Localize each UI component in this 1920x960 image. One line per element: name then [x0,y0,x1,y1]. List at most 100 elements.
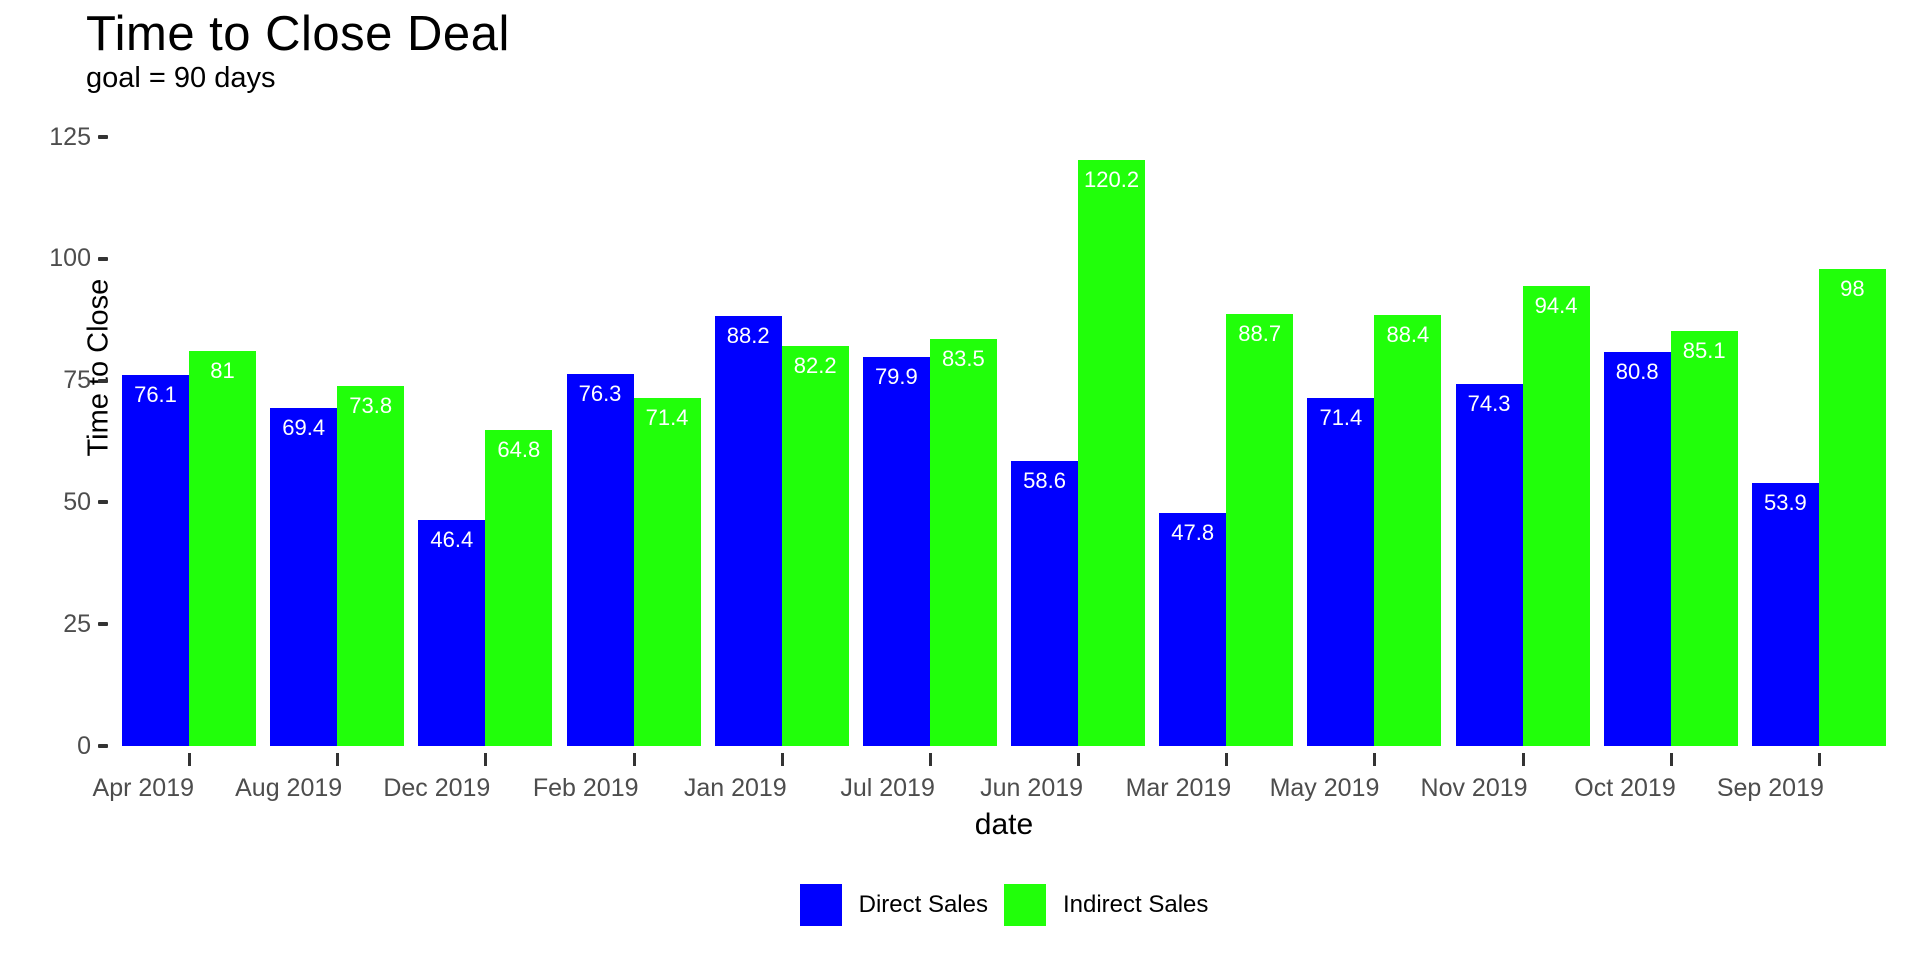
y-axis: 0 25 50 75 100 125 [0,123,122,760]
bar-value-label: 58.6 [1023,467,1066,493]
bar-value-label: 88.4 [1386,322,1430,348]
bar-indirect-sales: 81 [189,351,256,746]
legend-swatch-indirect-sales [1003,884,1046,926]
bar-group: 58.6 120.2 Jun 2019 [980,137,1146,802]
bar-group: 74.3 94.4 Nov 2019 [1421,137,1590,802]
x-tick-label: Mar 2019 [1125,774,1232,802]
bar-group: 46.4 64.8 Dec 2019 [383,137,553,802]
legend-swatch-direct-sales [799,884,842,926]
legend-item-indirect-sales: Indirect Sales [1003,884,1209,926]
y-tick [98,622,108,627]
bar-direct-sales: 79.9 [862,356,930,746]
bar-value-label: 79.9 [874,363,918,389]
bar-group: 69.4 73.8 Aug 2019 [235,137,405,802]
legend-label: Indirect Sales [1062,891,1209,918]
legend-label: Direct Sales [858,891,988,918]
bar-indirect-sales: 85.1 [1670,331,1738,746]
bar-value-label: 74.3 [1467,391,1511,417]
bar-direct-sales: 74.3 [1455,384,1523,746]
bar-indirect-sales: 64.8 [485,430,553,746]
chart-title: Time to Close Deal [86,7,510,61]
bar-value-label: 94.4 [1534,293,1578,319]
x-tick [928,753,932,766]
x-tick-label: Sep 2019 [1716,774,1824,802]
x-tick [188,753,191,766]
bar-direct-sales: 47.8 [1159,513,1227,746]
x-tick-label: Aug 2019 [235,774,343,802]
legend: Direct Sales Indirect Sales [122,884,1886,926]
x-tick [484,753,488,766]
bar-indirect-sales: 98 [1818,268,1886,746]
bar-value-label: 85.1 [1682,338,1726,364]
bar-value-label: 88.7 [1238,320,1282,346]
x-tick [780,753,784,766]
bar-value-label: 88.2 [726,323,770,349]
bar-indirect-sales: 83.5 [929,339,997,746]
bar-group: 79.9 83.5 Jul 2019 [840,137,997,802]
bar-direct-sales: 80.8 [1603,352,1671,746]
bar-value-label: 47.8 [1171,520,1215,546]
bar-value-label: 76.1 [134,382,177,408]
bar-indirect-sales: 120.2 [1078,160,1146,746]
bar-value-label: 83.5 [941,346,985,372]
bar-indirect-sales: 88.4 [1374,315,1442,746]
bar-value-label: 69.4 [282,414,326,440]
bar-group: 47.8 88.7 Mar 2019 [1126,137,1294,802]
bar-direct-sales: 69.4 [270,407,338,746]
y-tick-label: 25 [63,609,91,638]
bar-group: 53.9 98 Sep 2019 [1717,137,1886,802]
x-axis-title: date [974,808,1034,841]
y-tick-row: 75 [41,366,108,395]
x-tick-label: Nov 2019 [1420,774,1528,802]
bar-direct-sales: 46.4 [418,519,486,746]
x-tick-label: Feb 2019 [532,774,639,802]
y-tick-row: 125 [41,123,108,151]
bar-direct-sales: 88.2 [714,316,782,746]
x-tick-label: Jul 2019 [840,774,935,802]
y-tick [98,256,108,261]
bar-indirect-sales: 82.2 [781,345,849,746]
bar-value-label: 71.4 [645,405,689,431]
bar-value-label: 73.8 [349,393,393,419]
bar-value-label: 120.2 [1084,167,1140,193]
x-tick [1669,753,1673,766]
chart-subtitle: goal = 90 days [86,62,276,94]
y-tick-label: 100 [49,244,91,273]
x-tick [632,753,636,766]
bar-value-label: 76.3 [578,381,622,407]
bar-direct-sales: 53.9 [1751,483,1819,746]
bar-indirect-sales: 73.8 [337,386,405,746]
legend-item-direct-sales: Direct Sales [799,884,988,926]
y-tick [98,500,108,505]
plot-area: 76.1 81 Apr 2019 69.4 73.8 Aug 2019 46.4 64.8 De… [93,137,1886,802]
x-tick [1225,753,1229,766]
bar-direct-sales: 76.1 [122,375,189,746]
y-tick-row: 25 [41,610,108,638]
bar-indirect-sales: 94.4 [1522,286,1590,746]
y-tick-label: 50 [63,487,91,516]
y-tick-label: 0 [77,731,91,760]
bar-value-label: 81 [210,358,235,384]
y-tick-label: 125 [49,122,91,151]
x-tick-label: Oct 2019 [1574,774,1676,802]
x-tick-label: Jun 2019 [980,774,1084,802]
x-tick [1521,753,1525,766]
bar-value-label: 82.2 [793,352,837,378]
bar-group: 76.1 81 Apr 2019 [93,137,256,802]
y-tick-row: 50 [41,488,108,516]
y-tick-row: 0 [41,732,108,760]
bar-indirect-sales: 71.4 [633,398,701,746]
x-tick [1373,753,1377,766]
x-tick [1817,753,1821,766]
bar-value-label: 80.8 [1615,359,1659,385]
x-tick [1077,753,1081,766]
bar-value-label: 64.8 [497,437,541,463]
x-tick-label: May 2019 [1269,774,1380,802]
bar-group: 76.3 71.4 Feb 2019 [533,137,701,802]
y-tick-label: 75 [63,366,91,395]
x-tick-label: Apr 2019 [92,774,194,802]
bar-value-label: 98 [1840,275,1865,301]
bar-group: 71.4 88.4 May 2019 [1270,137,1442,802]
y-tick [98,135,108,139]
bar-group: 80.8 85.1 Oct 2019 [1574,137,1738,802]
